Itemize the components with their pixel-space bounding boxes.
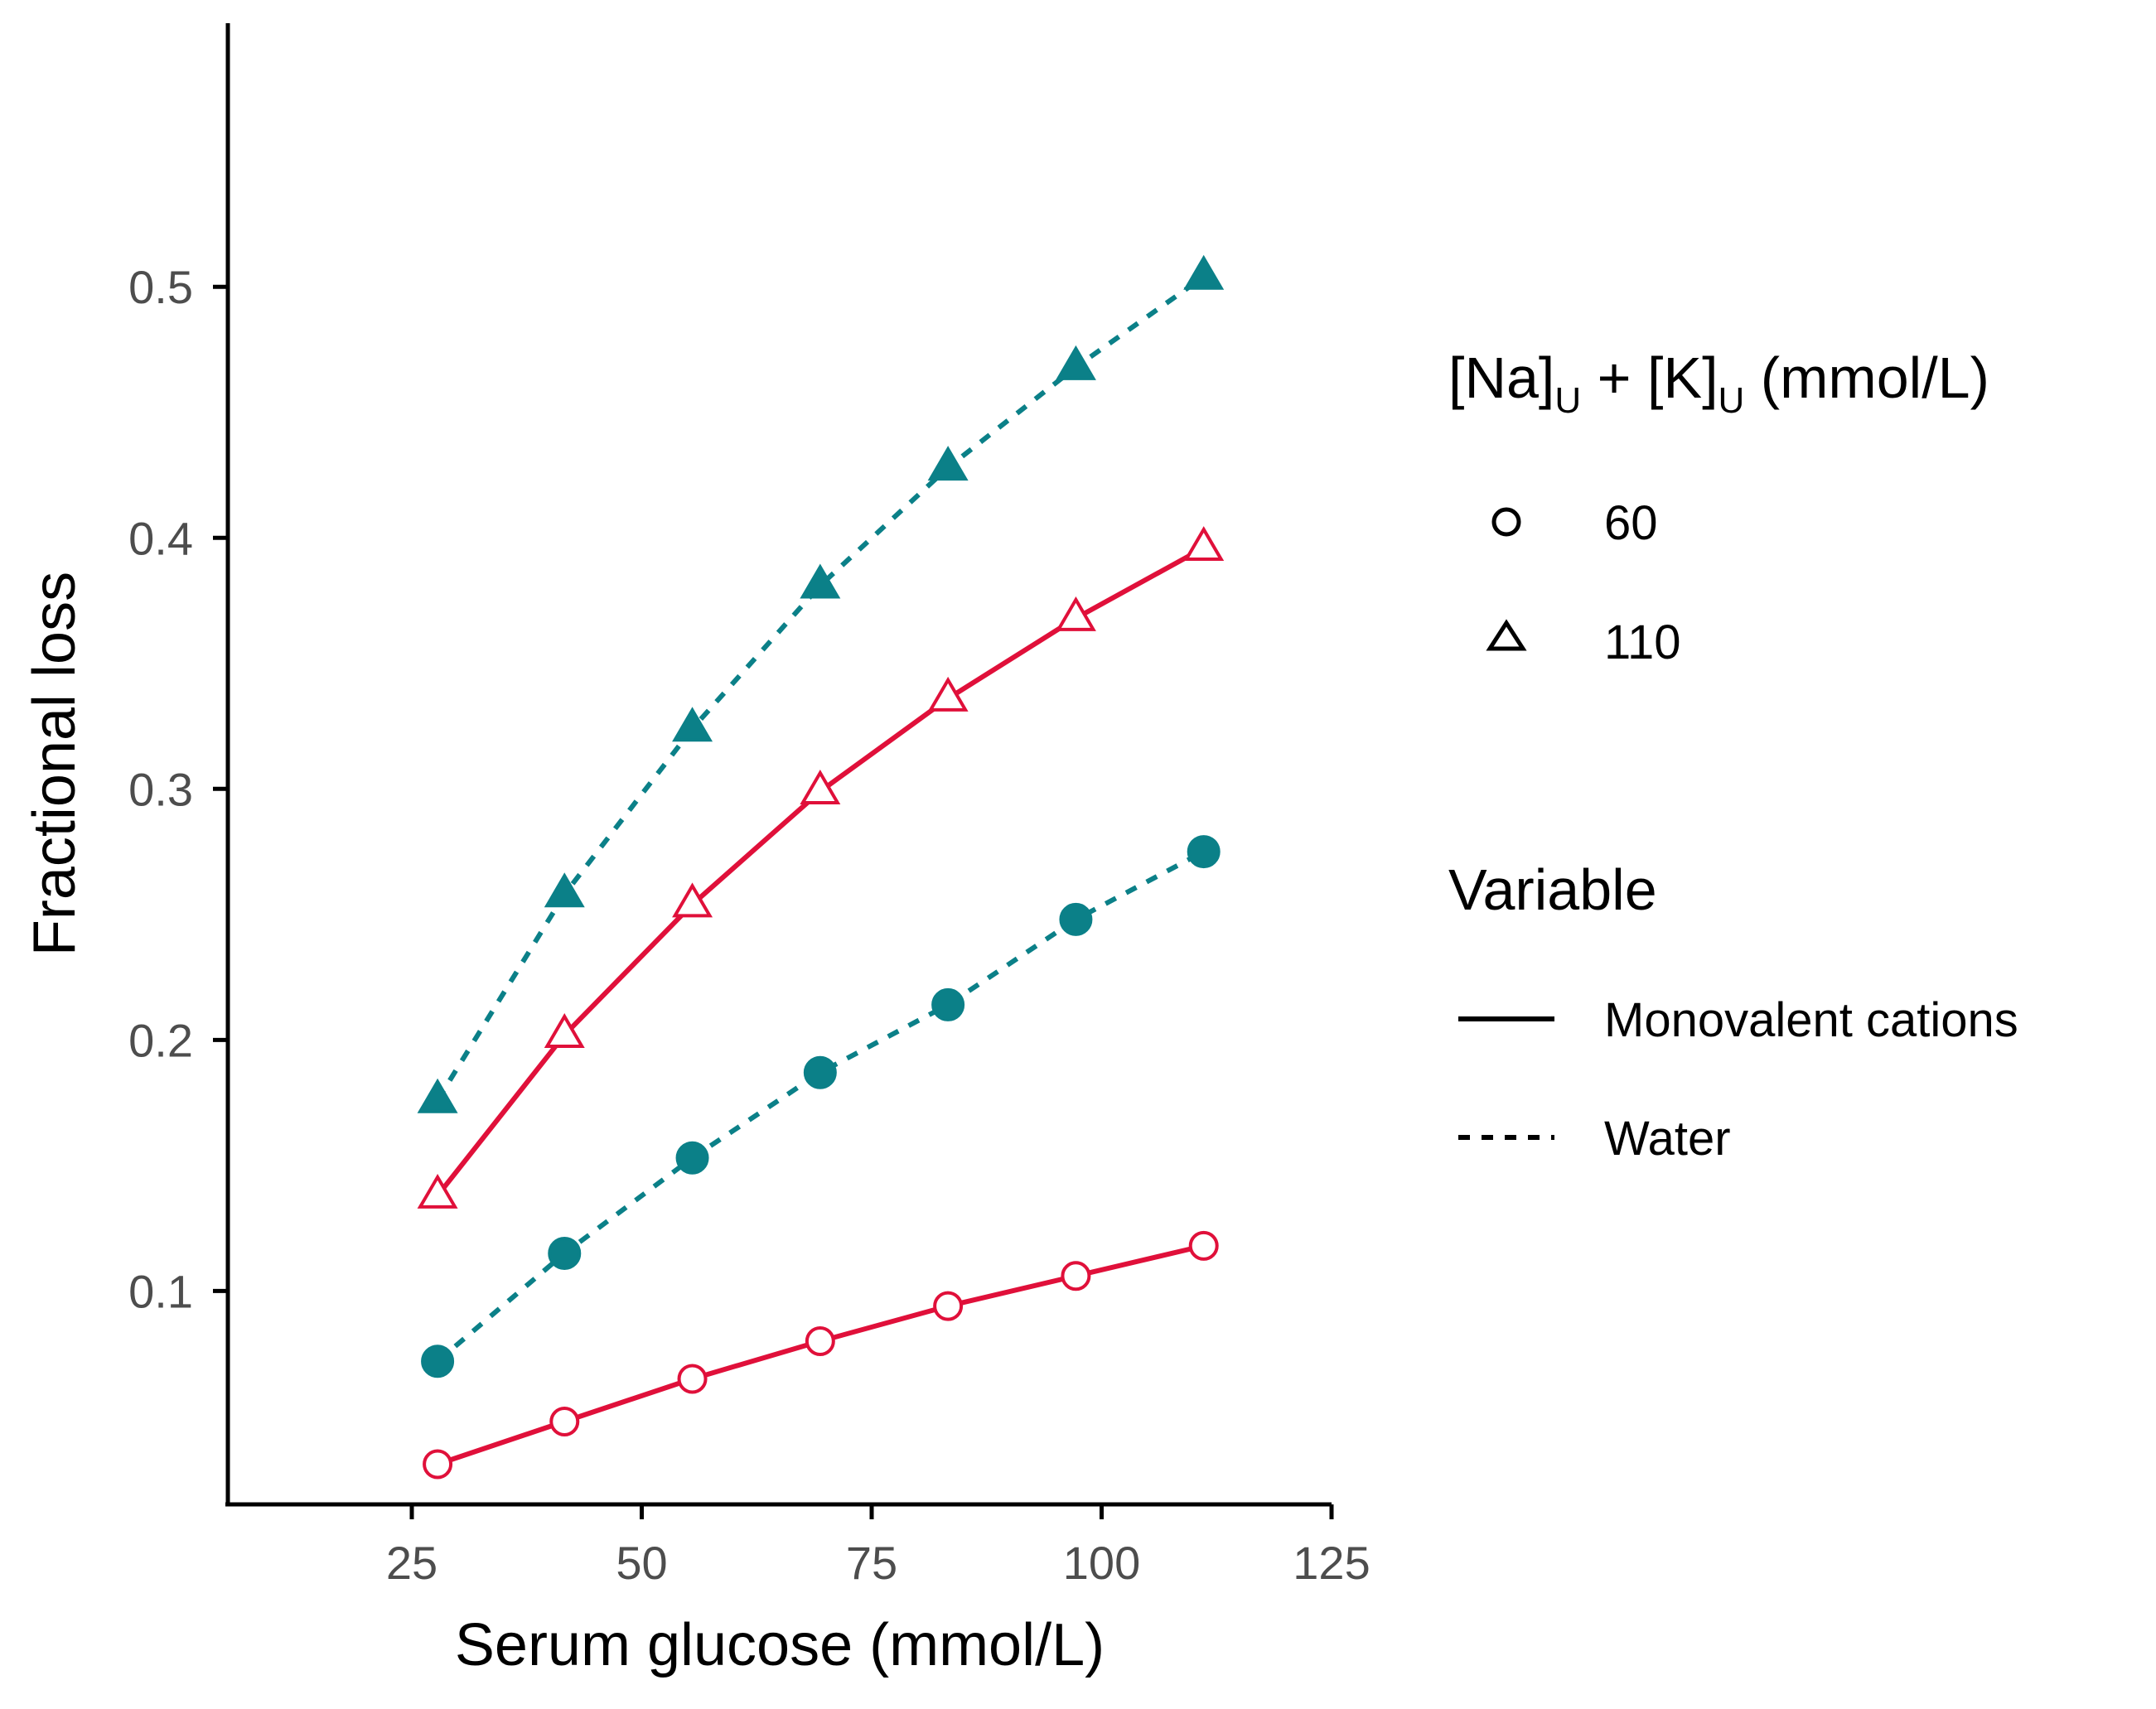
data-point-triangle	[672, 882, 713, 918]
data-point-circle	[805, 1326, 835, 1357]
legend-shape-label-110: 110	[1604, 616, 1680, 669]
data-point-circle	[1188, 1230, 1219, 1261]
data-point-triangle	[1055, 596, 1096, 631]
data-point-circle	[1061, 1261, 1091, 1291]
data-point-triangle	[544, 872, 585, 908]
y-tick-label: 0.5	[128, 261, 193, 313]
legend-linetype-label-monovalent: Monovalent cations	[1604, 993, 2018, 1047]
x-ticks: 25 50 75 100 125	[386, 1504, 1370, 1589]
x-tick-label: 50	[616, 1537, 667, 1589]
legend-linetype-title: Variable	[1448, 857, 1657, 922]
data-point-circle	[423, 1449, 453, 1480]
x-axis-title: Serum glucose (mmol/L)	[455, 1612, 1105, 1678]
data-point-triangle	[672, 707, 713, 742]
data-point-triangle	[800, 563, 841, 599]
y-tick-label: 0.2	[128, 1014, 193, 1066]
data-point-circle	[548, 1236, 582, 1270]
series-line-water-110	[435, 274, 1206, 1102]
legend-shape-title: [Na]U + [K]U (mmol/L)	[1448, 345, 1989, 421]
data-point-circle	[421, 1345, 455, 1378]
data-point-triangle	[927, 676, 969, 712]
data-point-triangle	[1183, 526, 1225, 562]
legend-shape: [Na]U + [K]U (mmol/L) 60 110	[1448, 345, 1989, 669]
y-tick-label: 0.4	[128, 512, 193, 564]
data-point-triangle	[544, 1013, 585, 1048]
plot-points	[417, 254, 1225, 1480]
legend-linetype-label-water: Water	[1604, 1112, 1731, 1166]
y-tick-label: 0.3	[128, 763, 193, 815]
legend-circle-open-icon	[1491, 507, 1521, 537]
y-axis-title: Fractional loss	[22, 572, 88, 956]
data-point-circle	[931, 987, 965, 1021]
data-point-circle	[933, 1291, 964, 1321]
x-tick-label: 25	[386, 1537, 437, 1589]
data-point-circle	[549, 1406, 580, 1436]
legend-shape-label-60: 60	[1604, 496, 1658, 550]
data-point-circle	[803, 1055, 837, 1089]
data-point-circle	[675, 1141, 709, 1175]
y-tick-label: 0.1	[128, 1265, 193, 1317]
x-tick-label: 100	[1063, 1537, 1140, 1589]
data-point-triangle	[417, 1078, 458, 1113]
data-point-triangle	[1055, 345, 1096, 380]
data-point-triangle	[927, 446, 969, 481]
plot-lines	[435, 274, 1206, 1467]
data-point-triangle	[800, 770, 841, 805]
data-point-triangle	[417, 1173, 458, 1209]
series-line-monovalent-cations-110	[435, 545, 1206, 1198]
legend-linetype: Variable Monovalent cations Water	[1448, 857, 2018, 1166]
data-point-circle	[1059, 902, 1093, 936]
data-point-circle	[677, 1364, 708, 1394]
x-tick-label: 125	[1293, 1537, 1370, 1589]
x-tick-label: 75	[846, 1537, 897, 1589]
y-ticks: 0.1 0.2 0.3 0.4 0.5	[128, 261, 228, 1317]
legend-triangle-open-icon	[1486, 619, 1527, 651]
data-point-circle	[1187, 835, 1221, 869]
data-point-triangle	[1183, 254, 1225, 290]
